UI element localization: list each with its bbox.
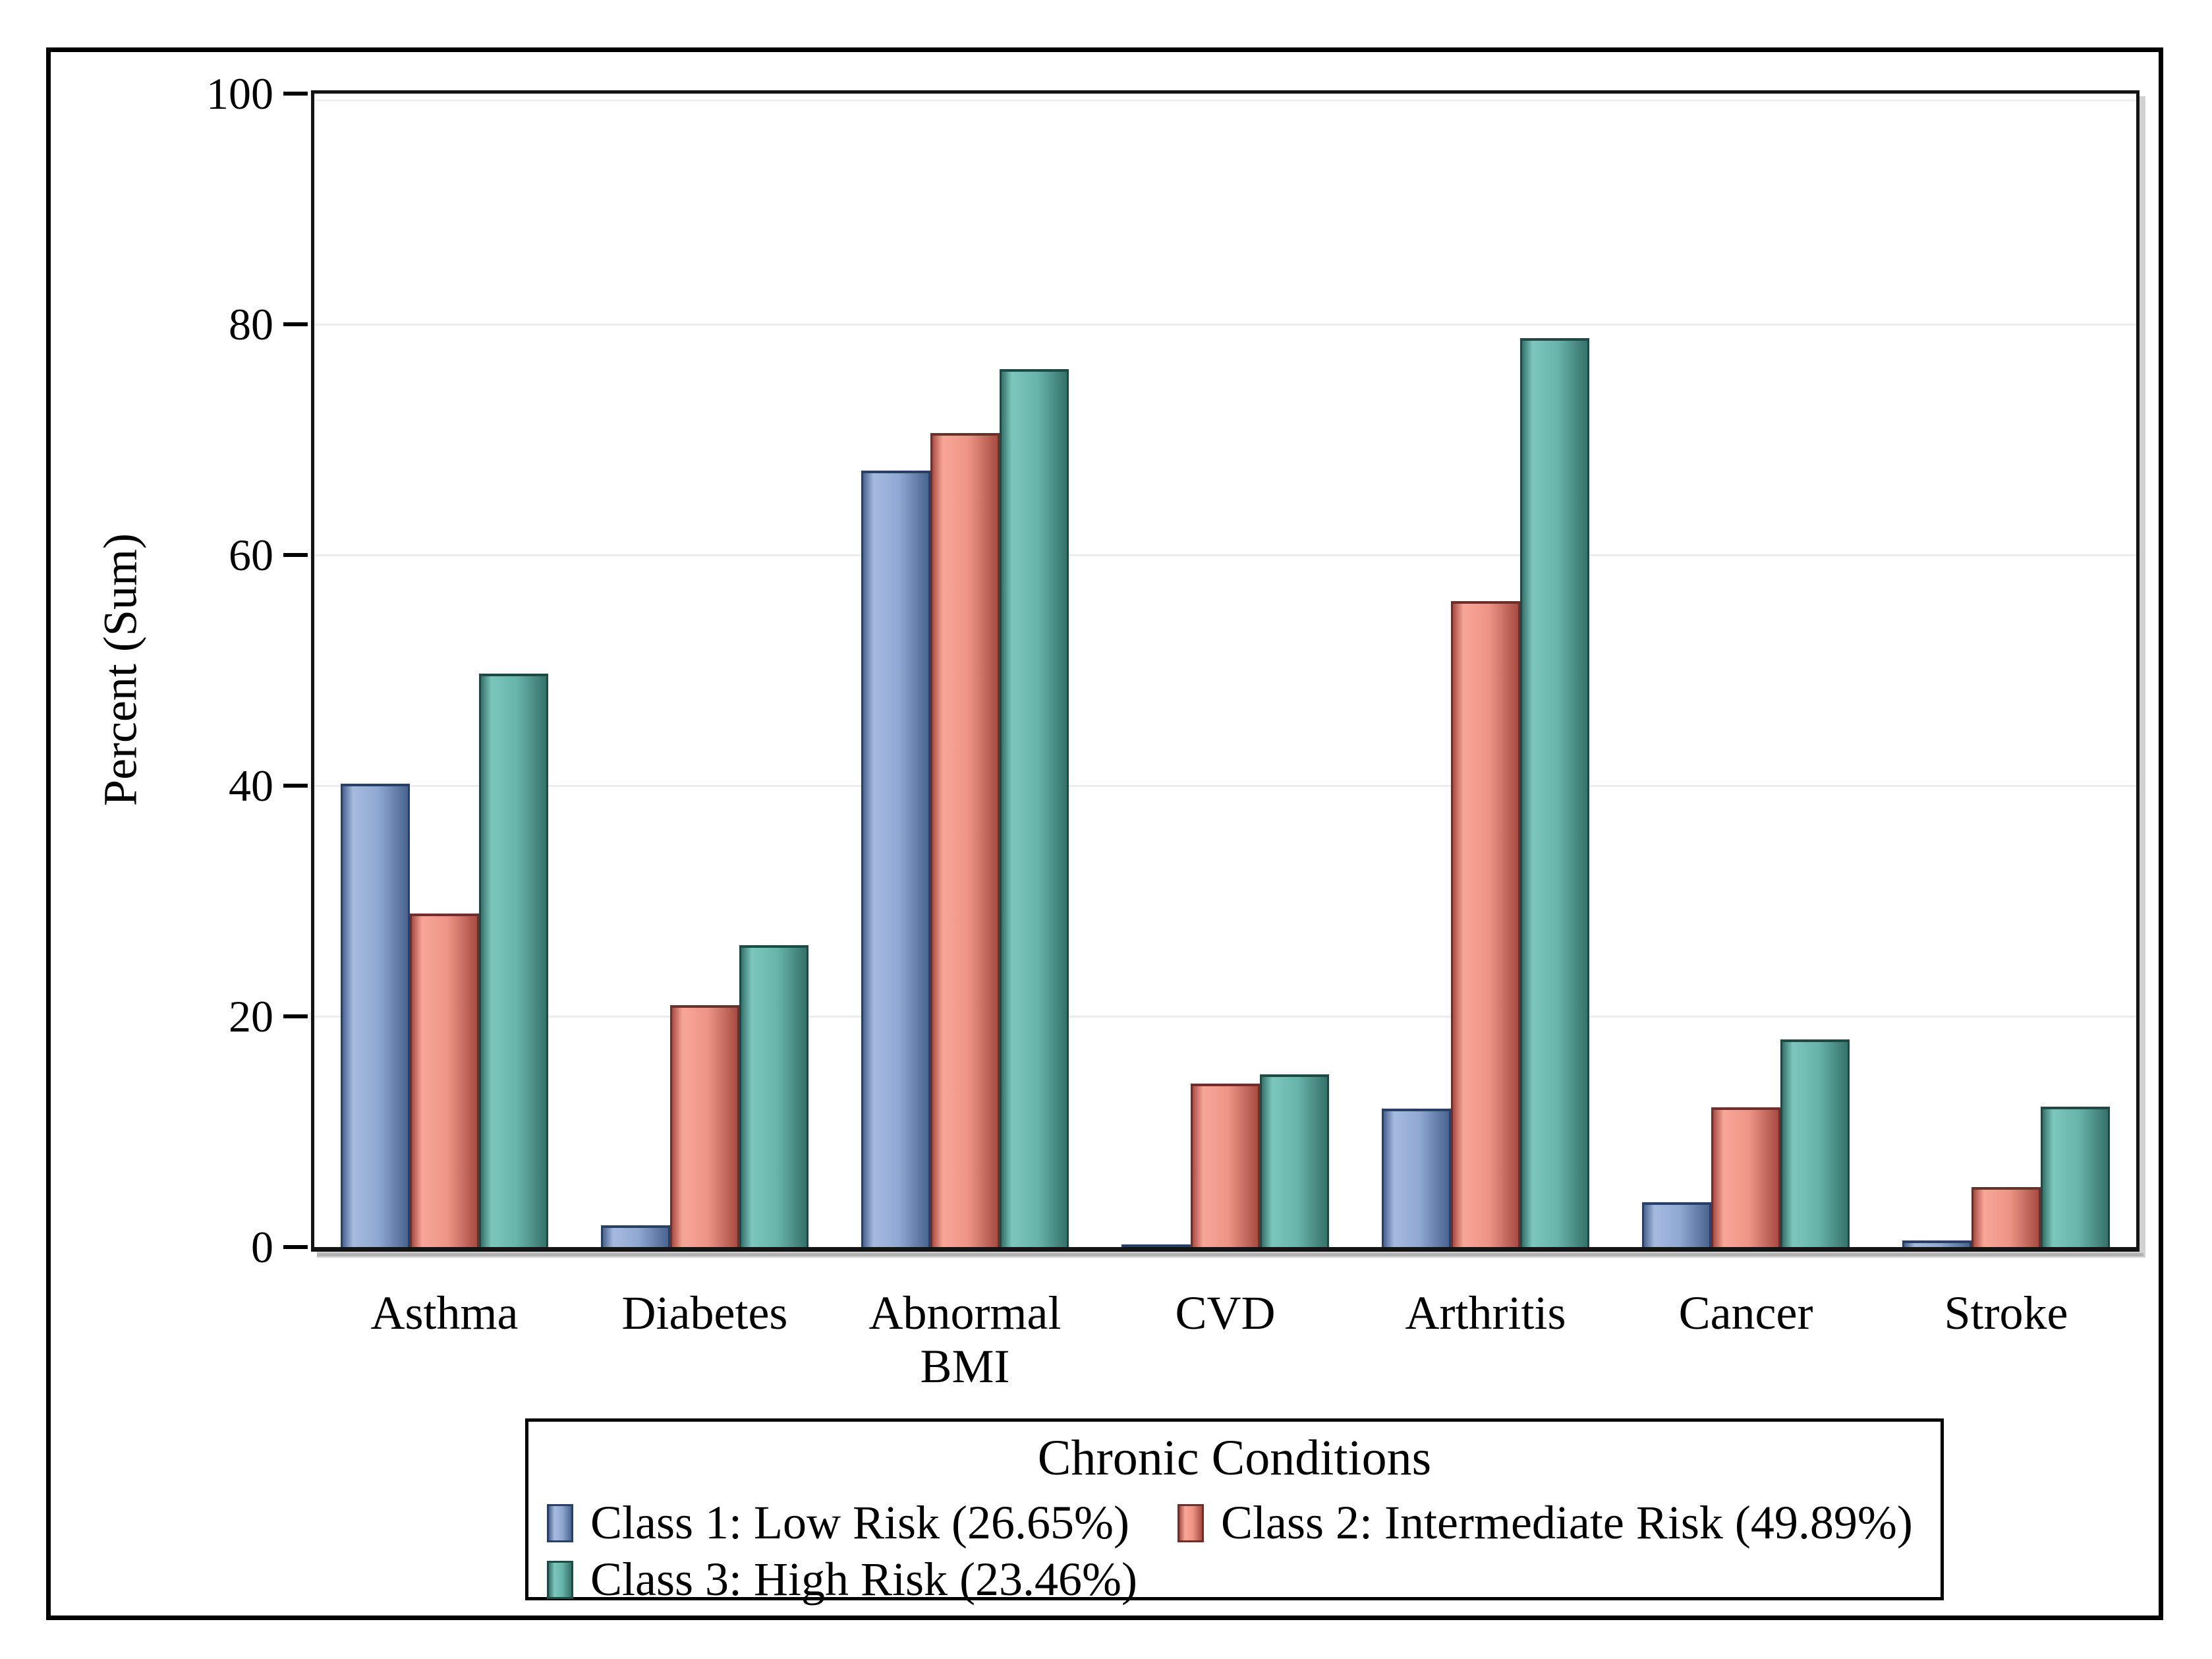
y-tick-100 bbox=[283, 92, 308, 96]
x-label-asthma: Asthma bbox=[370, 1287, 519, 1339]
x-label-cancer: Cancer bbox=[1678, 1287, 1813, 1339]
bar-stroke-class-1 bbox=[1902, 1240, 1971, 1247]
plot-area bbox=[311, 90, 2140, 1252]
x-axis-shadow bbox=[317, 1253, 2143, 1256]
gridline-60 bbox=[314, 554, 2136, 556]
y-tick-label-20: 20 bbox=[229, 991, 273, 1041]
bar-asthma-class-3 bbox=[479, 674, 548, 1247]
legend-item-label: Class 2: Intermediate Risk (49.89%) bbox=[1221, 1496, 1913, 1549]
y-tick-label-80: 80 bbox=[229, 299, 273, 349]
bar-diabetes-class-3 bbox=[739, 945, 808, 1247]
legend-item-class3: Class 3: High Risk (23.46%) bbox=[547, 1552, 1137, 1607]
legend-item-label: Class 3: High Risk (23.46%) bbox=[590, 1553, 1138, 1606]
x-label-diabetes: Diabetes bbox=[621, 1287, 788, 1339]
bar-stroke-class-3 bbox=[2041, 1106, 2110, 1247]
y-tick-label-0: 0 bbox=[251, 1222, 273, 1272]
bar-cvd-class-2 bbox=[1191, 1083, 1260, 1247]
bar-asthma-class-2 bbox=[410, 914, 479, 1247]
y-tick-0 bbox=[283, 1245, 308, 1249]
bar-abnormal-bmi-class-1 bbox=[861, 471, 930, 1247]
legend-item-class2: Class 2: Intermediate Risk (49.89%) bbox=[1177, 1496, 1913, 1550]
bar-group-diabetes bbox=[575, 94, 835, 1247]
bar-cvd-class-3 bbox=[1260, 1074, 1329, 1247]
legend-title: Chronic Conditions bbox=[1037, 1430, 1432, 1486]
legend-swatch-class3-icon bbox=[547, 1560, 573, 1599]
bar-abnormal-bmi-class-2 bbox=[930, 432, 1000, 1247]
y-tick-label-60: 60 bbox=[229, 530, 273, 580]
bar-group-cvd bbox=[1095, 94, 1355, 1247]
plot-canvas bbox=[314, 94, 2136, 1247]
bar-cancer-class-3 bbox=[1780, 1039, 1850, 1247]
gridline-100 bbox=[314, 94, 2136, 95]
legend-box: Chronic Conditions Class 1: Low Risk (26… bbox=[525, 1418, 1944, 1606]
bar-groups bbox=[314, 94, 2136, 1247]
y-tick-label-40: 40 bbox=[229, 761, 273, 811]
bar-group-arthritis bbox=[1355, 94, 1616, 1247]
bar-diabetes-class-2 bbox=[670, 1004, 739, 1247]
y-tick-80 bbox=[283, 322, 308, 326]
legend-item-label: Class 1: Low Risk (26.65%) bbox=[590, 1496, 1129, 1549]
bar-cancer-class-1 bbox=[1642, 1202, 1711, 1247]
bar-group-asthma bbox=[314, 94, 575, 1247]
bar-cancer-class-2 bbox=[1711, 1107, 1780, 1247]
gridline-20 bbox=[314, 1016, 2136, 1018]
bar-stroke-class-2 bbox=[1971, 1187, 2041, 1247]
x-label-abnormal-bmi: Abnormal BMI bbox=[868, 1287, 1062, 1393]
x-label-stroke: Stroke bbox=[1944, 1287, 2068, 1339]
bar-arthritis-class-2 bbox=[1451, 601, 1520, 1247]
plot-frame-inner-shadow bbox=[314, 100, 2136, 102]
y-tick-60 bbox=[283, 553, 308, 557]
bar-asthma-class-1 bbox=[341, 783, 410, 1247]
gridline-40 bbox=[314, 785, 2136, 787]
bar-arthritis-class-3 bbox=[1520, 338, 1589, 1247]
bar-group-stroke bbox=[1876, 94, 2136, 1247]
y-tick-40 bbox=[283, 784, 308, 788]
bar-diabetes-class-1 bbox=[601, 1225, 670, 1247]
bar-group-abnormal-bmi bbox=[835, 94, 1095, 1247]
bar-group-cancer bbox=[1616, 94, 1876, 1247]
y-axis-title: Percent (Sum) bbox=[94, 533, 147, 806]
legend-swatch-class1-icon bbox=[547, 1503, 573, 1542]
y-tick-label-100: 100 bbox=[206, 69, 273, 119]
y-tick-20 bbox=[283, 1014, 308, 1018]
bar-abnormal-bmi-class-3 bbox=[1000, 369, 1069, 1247]
bar-arthritis-class-1 bbox=[1382, 1109, 1451, 1247]
bar-cvd-class-1 bbox=[1121, 1244, 1191, 1247]
x-label-arthritis: Arthritis bbox=[1405, 1287, 1566, 1339]
x-label-cvd: CVD bbox=[1175, 1287, 1276, 1339]
gridline-80 bbox=[314, 324, 2136, 326]
legend-swatch-class2-icon bbox=[1177, 1503, 1204, 1542]
legend-item-class1: Class 1: Low Risk (26.65%) bbox=[547, 1496, 1129, 1550]
